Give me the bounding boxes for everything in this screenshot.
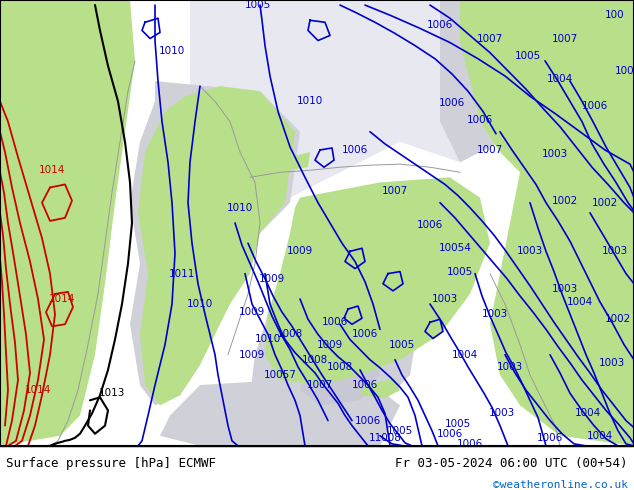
Polygon shape bbox=[265, 177, 490, 385]
Polygon shape bbox=[388, 251, 405, 268]
Text: 1004: 1004 bbox=[575, 409, 601, 418]
Text: 1009: 1009 bbox=[317, 340, 343, 349]
Text: 1005: 1005 bbox=[447, 267, 473, 276]
Text: 1003: 1003 bbox=[432, 294, 458, 304]
Polygon shape bbox=[130, 81, 300, 405]
Text: 1005: 1005 bbox=[387, 426, 413, 436]
Text: 1014: 1014 bbox=[25, 385, 51, 395]
Text: 1002: 1002 bbox=[605, 314, 631, 324]
Text: 1009: 1009 bbox=[287, 246, 313, 256]
Text: 1008: 1008 bbox=[302, 355, 328, 365]
Text: 1006: 1006 bbox=[342, 145, 368, 155]
Text: 1002: 1002 bbox=[552, 196, 578, 206]
Text: 1007: 1007 bbox=[477, 33, 503, 44]
Text: 10057: 10057 bbox=[264, 370, 297, 380]
Text: 1009: 1009 bbox=[239, 307, 265, 317]
Polygon shape bbox=[530, 334, 600, 395]
Text: 1008: 1008 bbox=[277, 329, 303, 340]
Text: 1006: 1006 bbox=[355, 416, 381, 425]
Polygon shape bbox=[460, 0, 634, 446]
Text: 1005: 1005 bbox=[245, 0, 271, 10]
Text: 1006: 1006 bbox=[352, 380, 378, 390]
Text: 1004: 1004 bbox=[587, 431, 613, 441]
Text: 1007: 1007 bbox=[382, 186, 408, 196]
Polygon shape bbox=[288, 152, 310, 170]
Text: 1003: 1003 bbox=[602, 246, 628, 256]
Text: 1011: 1011 bbox=[169, 269, 195, 279]
Polygon shape bbox=[138, 86, 295, 405]
Text: 1014: 1014 bbox=[49, 294, 75, 304]
Text: 100: 100 bbox=[615, 66, 634, 76]
Text: 1005: 1005 bbox=[445, 418, 471, 429]
Text: 1006: 1006 bbox=[582, 101, 608, 111]
Text: 1010: 1010 bbox=[187, 299, 213, 309]
Text: 1004: 1004 bbox=[567, 297, 593, 307]
Text: Surface pressure [hPa] ECMWF: Surface pressure [hPa] ECMWF bbox=[6, 457, 216, 470]
Text: 1005: 1005 bbox=[389, 340, 415, 349]
Text: 1006: 1006 bbox=[427, 21, 453, 30]
Text: 1014: 1014 bbox=[39, 165, 65, 175]
Text: 1006: 1006 bbox=[437, 429, 463, 439]
Text: 1013: 1013 bbox=[99, 388, 125, 398]
Text: 1003: 1003 bbox=[497, 362, 523, 372]
Text: 1007: 1007 bbox=[552, 33, 578, 44]
Text: 1003: 1003 bbox=[489, 409, 515, 418]
Text: 1004: 1004 bbox=[452, 350, 478, 360]
Text: 1006: 1006 bbox=[417, 220, 443, 230]
Text: Fr 03-05-2024 06:00 UTC (00+54): Fr 03-05-2024 06:00 UTC (00+54) bbox=[395, 457, 628, 470]
Text: 1006: 1006 bbox=[322, 317, 348, 327]
Polygon shape bbox=[160, 375, 400, 446]
Text: 1006: 1006 bbox=[457, 439, 483, 449]
Text: 100: 100 bbox=[605, 10, 625, 20]
Text: 1010: 1010 bbox=[297, 97, 323, 106]
Polygon shape bbox=[360, 378, 400, 398]
Polygon shape bbox=[348, 198, 365, 215]
Text: 1003: 1003 bbox=[599, 358, 625, 368]
Text: 1009: 1009 bbox=[239, 350, 265, 360]
Text: ©weatheronline.co.uk: ©weatheronline.co.uk bbox=[493, 480, 628, 490]
Polygon shape bbox=[440, 0, 634, 203]
Polygon shape bbox=[190, 0, 634, 203]
Text: 1003: 1003 bbox=[552, 284, 578, 294]
Text: 1009: 1009 bbox=[259, 274, 285, 284]
Text: 1007: 1007 bbox=[477, 145, 503, 155]
Text: 1008: 1008 bbox=[327, 362, 353, 372]
Text: 1004: 1004 bbox=[547, 74, 573, 84]
Polygon shape bbox=[192, 197, 225, 228]
Text: 1003: 1003 bbox=[517, 246, 543, 256]
Text: 1006: 1006 bbox=[537, 433, 563, 443]
Text: 1010: 1010 bbox=[255, 335, 281, 344]
Text: 1007: 1007 bbox=[307, 380, 333, 390]
Polygon shape bbox=[550, 243, 610, 314]
Text: 1006: 1006 bbox=[467, 115, 493, 124]
Text: 1005: 1005 bbox=[515, 51, 541, 61]
Text: 1003: 1003 bbox=[482, 309, 508, 319]
Text: 1010: 1010 bbox=[227, 203, 253, 213]
Text: 1002: 1002 bbox=[592, 197, 618, 208]
Polygon shape bbox=[300, 344, 380, 405]
Text: 1006: 1006 bbox=[439, 98, 465, 108]
Text: 1006: 1006 bbox=[352, 329, 378, 340]
Text: 11008: 11008 bbox=[368, 433, 401, 443]
Polygon shape bbox=[0, 0, 135, 446]
Text: 10054: 10054 bbox=[439, 244, 472, 253]
Text: 1010: 1010 bbox=[159, 46, 185, 56]
Polygon shape bbox=[418, 215, 432, 229]
Polygon shape bbox=[250, 284, 420, 436]
Polygon shape bbox=[200, 241, 220, 257]
Text: 1003: 1003 bbox=[542, 149, 568, 159]
